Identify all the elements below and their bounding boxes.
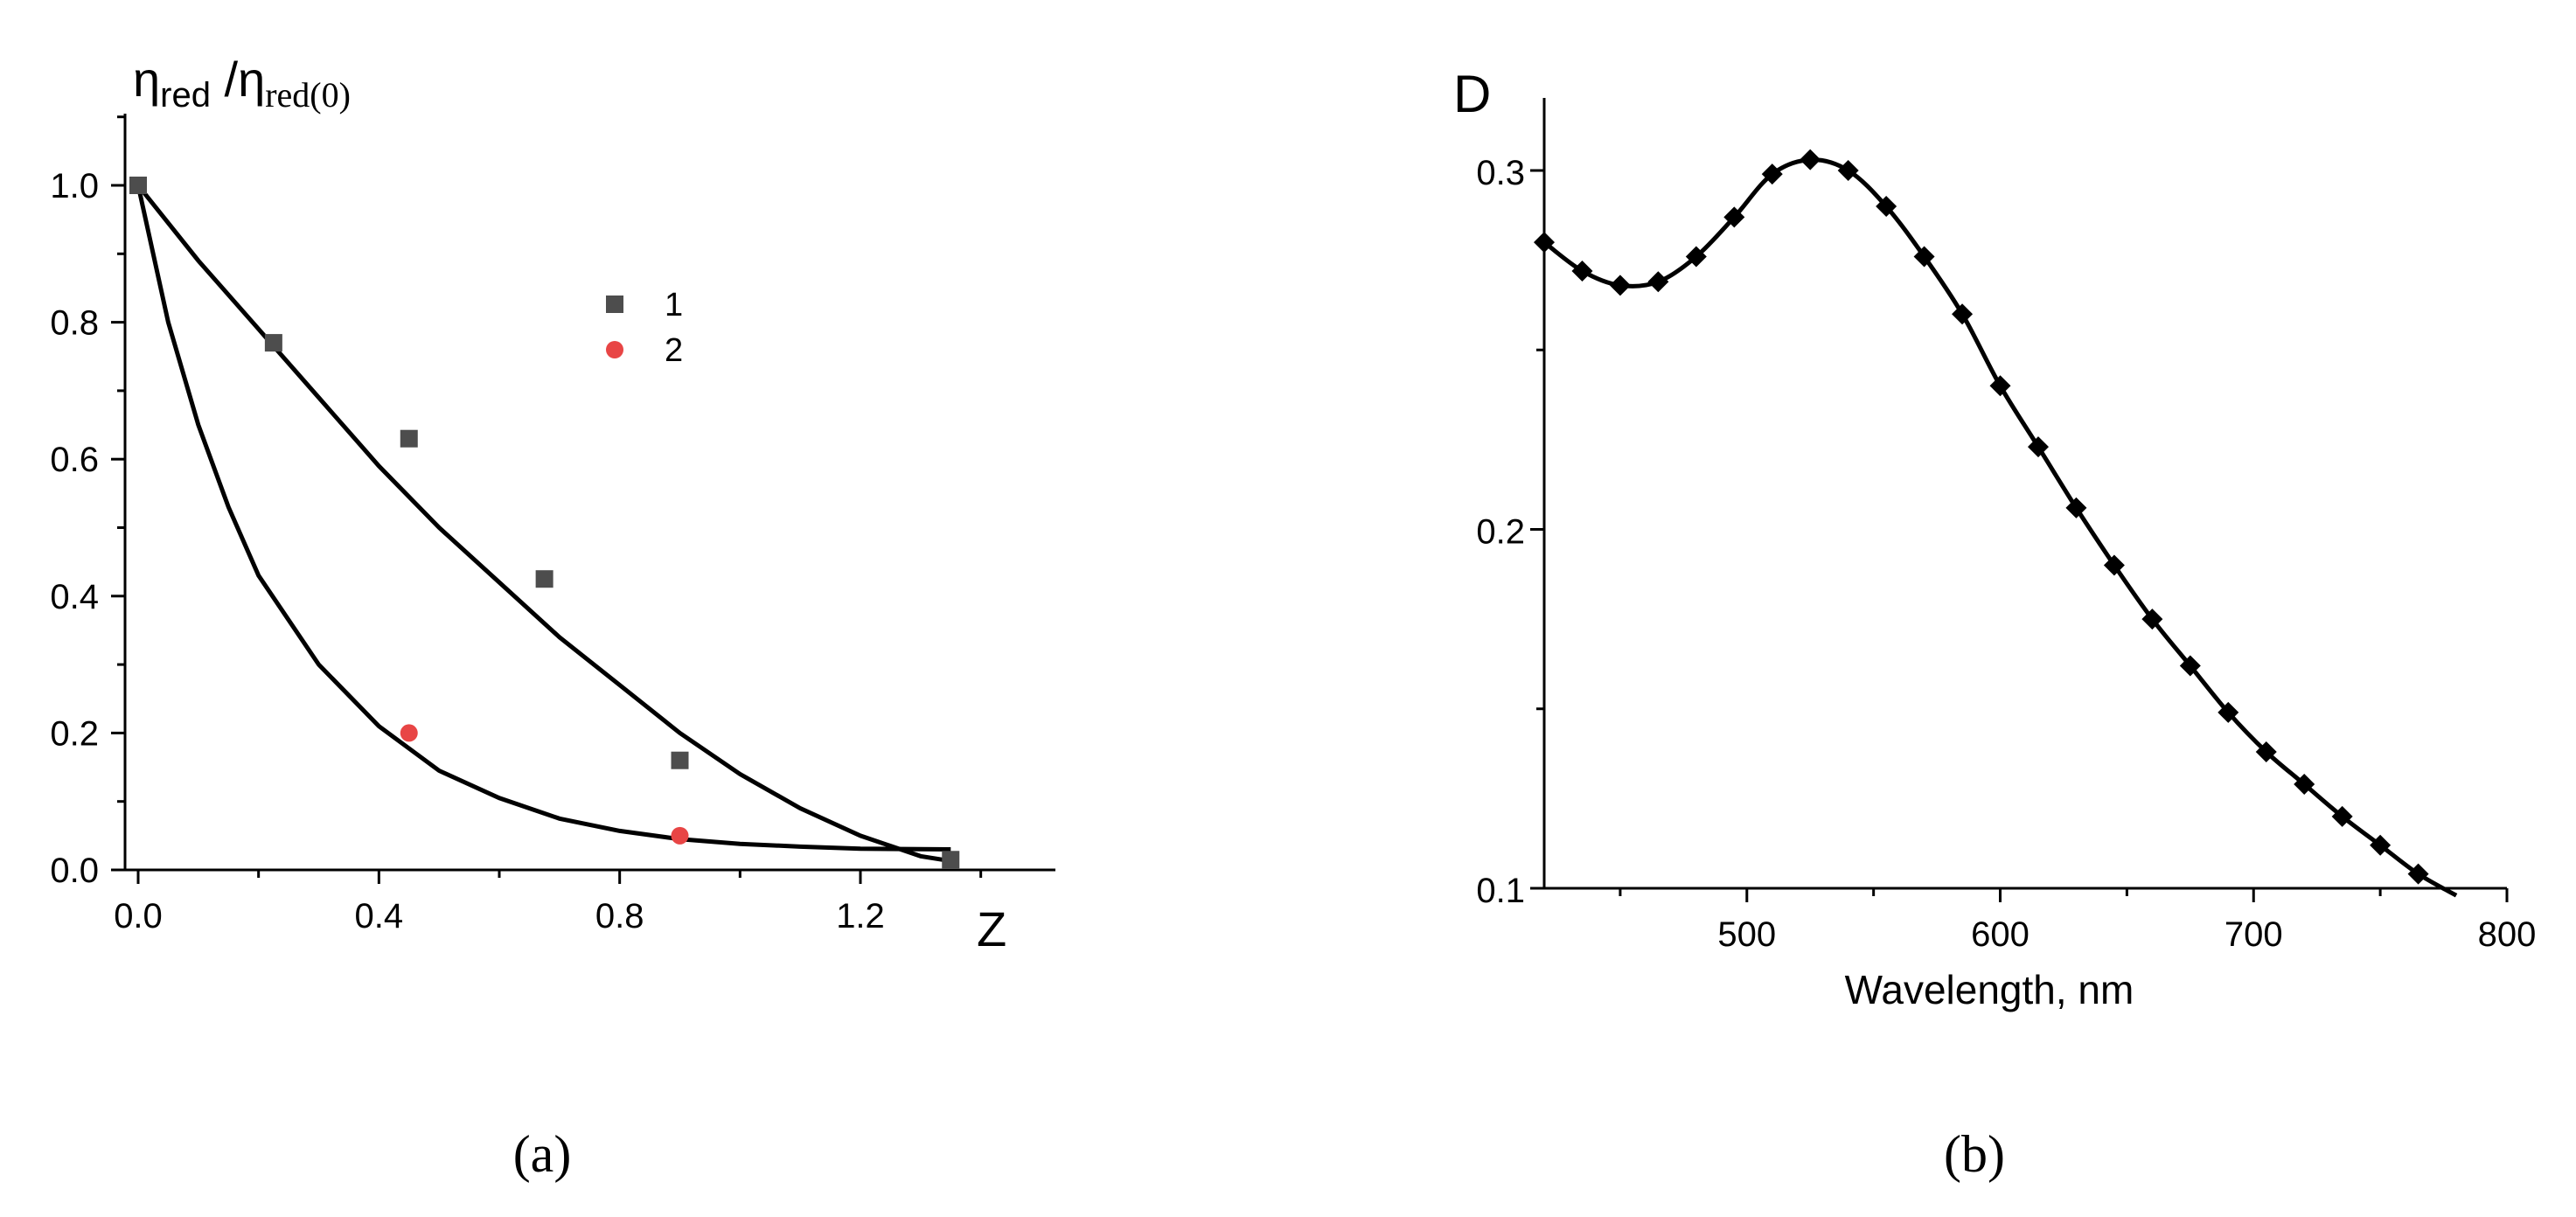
panel-a-y-tick-label: 0.4 (50, 578, 99, 616)
panel-b-point (1609, 275, 1631, 296)
panel-a-x-tick-label: 0.8 (595, 897, 644, 935)
panel-a-fit-curve-2 (136, 184, 951, 852)
panel-a-legend-marker-1 (606, 296, 623, 313)
panel-a-y-tick-label: 0.6 (50, 441, 99, 479)
panel-a-label: (a) (513, 1125, 572, 1183)
panel-a-x-tick-label: 1.2 (836, 897, 885, 935)
panel-b-label: (b) (1944, 1125, 2005, 1183)
panel-b-spectrum-line (1542, 157, 2458, 898)
panel-a-legend-label-2: 2 (665, 332, 683, 369)
panel-a-point-series-1 (942, 851, 960, 869)
panel-a-y-axis-title-eta: η (133, 52, 160, 107)
panel-b-point (1647, 271, 1669, 293)
panel-a-y-axis-title-sep: /η (211, 52, 265, 107)
panel-b-tick-labels: 0.1 0.2 0.3 500 600 700 800 (1476, 154, 2536, 954)
panel-b-y-tick-label: 0.1 (1476, 872, 1525, 910)
panel-b-point (1761, 163, 1783, 185)
panel-a-axes (111, 114, 1055, 884)
panel-b-point (1534, 232, 1555, 254)
panel-a-point-series-1 (129, 177, 147, 194)
panel-a-chart: 0.0 0.2 0.4 0.6 0.8 1.0 0.0 0.4 0.8 1.2 ηred /ηre… (50, 52, 1055, 1183)
panel-b-point (1837, 160, 1859, 181)
panel-b-y-axis-title: D (1453, 65, 1491, 123)
panel-b-x-axis-title: Wavelength, nm (1845, 967, 2134, 1012)
panel-b-x-tick-label: 600 (1971, 915, 2029, 954)
panel-b-axes (1530, 98, 2509, 902)
panel-b-point (2255, 741, 2277, 763)
panel-b-x-tick-label: 500 (1717, 915, 1776, 954)
panel-b-point (2217, 701, 2239, 723)
panel-a-y-tick-label: 0.8 (50, 304, 99, 343)
panel-a-x-tick-label: 0.4 (355, 897, 404, 935)
panel-b-y-tick-label: 0.2 (1476, 513, 1525, 552)
panel-b-point (2027, 436, 2049, 458)
panel-a-point-series-1 (671, 751, 689, 769)
panel-a-x-tick-label: 0.0 (114, 897, 163, 935)
panel-b-point (2407, 863, 2429, 885)
panel-a-y-tick-label: 0.2 (50, 714, 99, 753)
panel-b-y-tick-label: 0.3 (1476, 154, 1525, 192)
panel-a-y-tick-label: 1.0 (50, 167, 99, 205)
panel-b-point (2065, 497, 2087, 518)
panel-b-x-tick-label: 800 (2478, 915, 2537, 954)
panel-b-point (2294, 773, 2315, 795)
panel-a-y-axis-title-sub2: red(0) (265, 75, 351, 115)
panel-b-point (1571, 260, 1593, 282)
panel-b-point (1685, 246, 1707, 268)
panel-a-x-axis-title: Z (977, 901, 1006, 956)
panel-b-point (2179, 655, 2201, 677)
panel-a-legend: 12 (606, 287, 683, 369)
panel-a-point-series-1 (400, 429, 418, 448)
panel-a-tick-labels: 0.0 0.2 0.4 0.6 0.8 1.0 0.0 0.4 0.8 1.2 (50, 167, 884, 935)
panel-a-fit-curve-1 (136, 184, 951, 864)
panel-a-y-tick-label: 0.0 (50, 852, 99, 890)
panel-a-legend-marker-2 (606, 341, 623, 358)
panel-a-point-series-2 (671, 826, 689, 845)
panel-b-point (2141, 608, 2163, 630)
panel-a-legend-label-1: 1 (665, 287, 683, 323)
panel-b-x-tick-label: 700 (2224, 915, 2283, 954)
panel-a-fit-curves (136, 184, 951, 864)
panel-b-line (1542, 157, 2458, 898)
panel-b-point (2331, 805, 2353, 827)
panel-b-point (1876, 196, 1897, 218)
panel-a-points (129, 177, 960, 869)
panel-b-point (1952, 303, 1974, 325)
panel-b-chart: 0.1 0.2 0.3 500 600 700 800 D Wavelength, nm (… (1453, 65, 2536, 1183)
panel-b-point (1800, 149, 1821, 170)
panel-a-point-series-1 (535, 570, 553, 588)
panel-b-points (1534, 149, 2429, 885)
panel-a-point-series-2 (400, 724, 418, 742)
panel-b-point (2103, 554, 2125, 576)
panel-a-y-axis-title-sub: red (160, 76, 211, 115)
panel-b-point (1723, 206, 1745, 228)
panel-a-y-axis-title: ηred /ηred(0) (133, 52, 351, 115)
panel-b-point (2370, 834, 2392, 856)
panel-b-point (1913, 246, 1935, 268)
panel-a-point-series-1 (264, 334, 282, 352)
panel-b-point (1989, 375, 2011, 397)
